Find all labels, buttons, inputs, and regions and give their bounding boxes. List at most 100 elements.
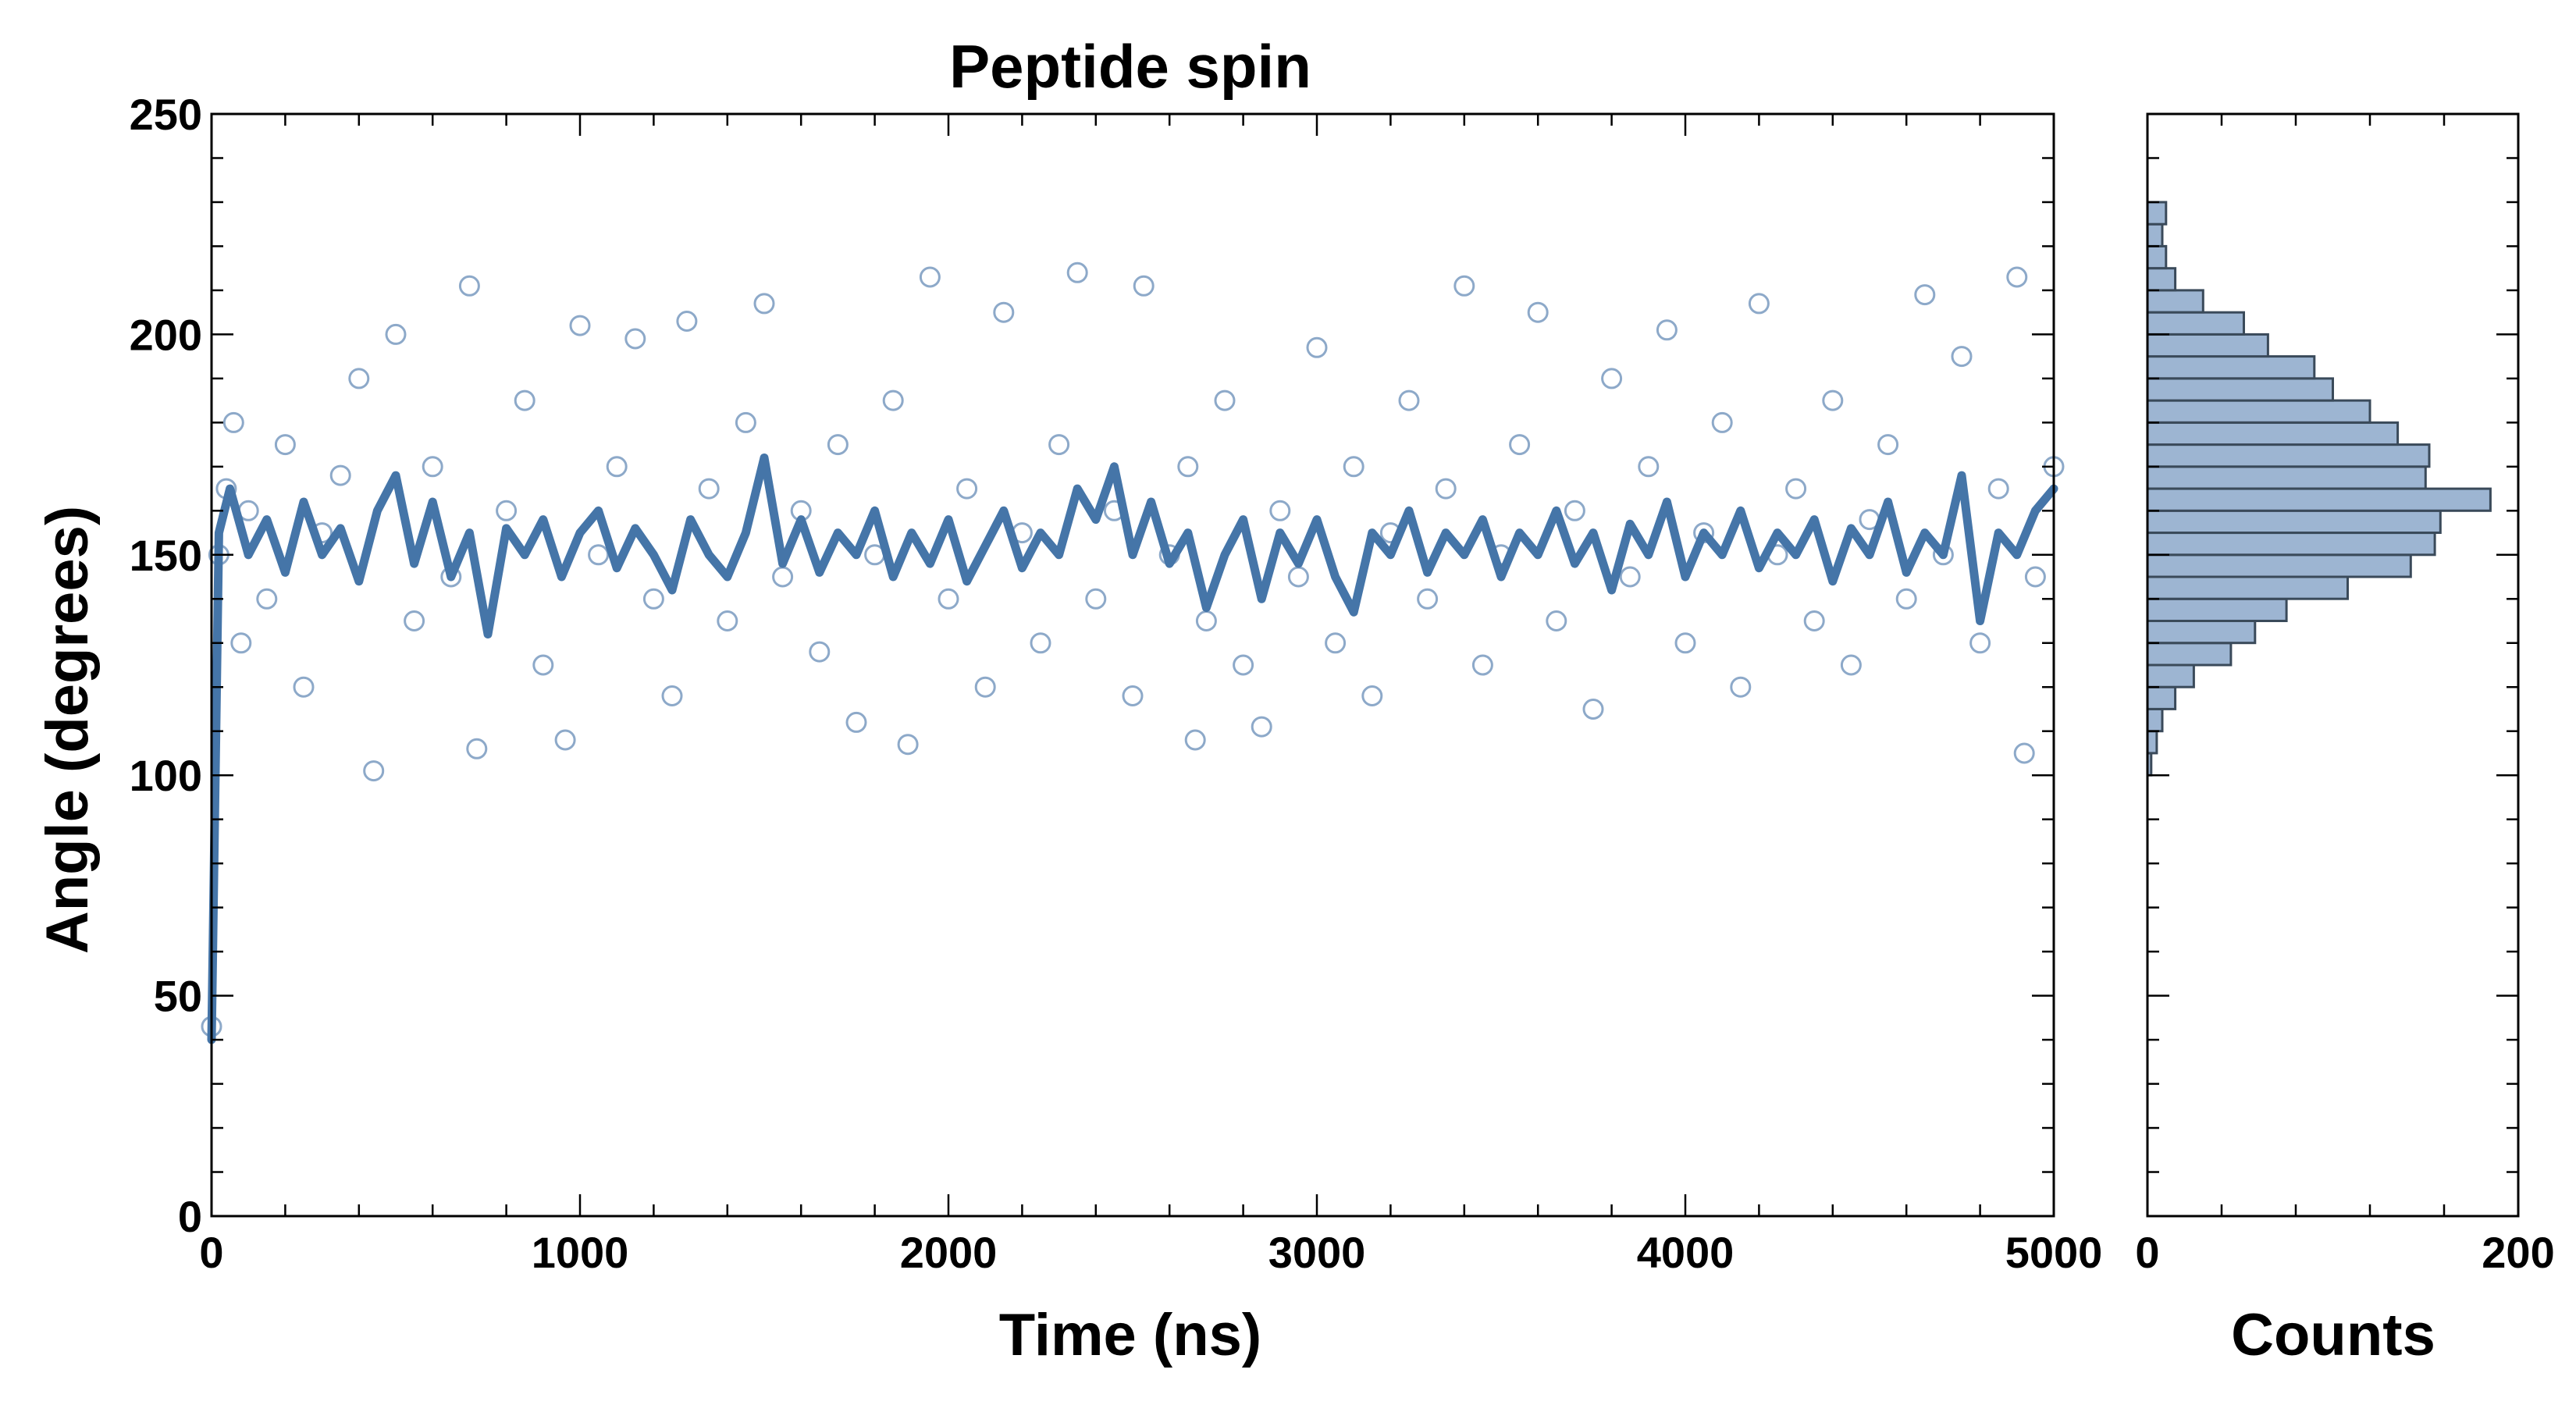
scatter-point bbox=[1822, 389, 1844, 411]
scatter-point bbox=[1177, 456, 1199, 478]
scatter-point bbox=[329, 464, 351, 486]
x-tick-label: 1000 bbox=[532, 1228, 629, 1277]
scatter-point bbox=[293, 676, 315, 698]
x-tick-label: 0 bbox=[199, 1228, 223, 1277]
scatter-point bbox=[974, 676, 996, 698]
histogram-bar bbox=[2146, 311, 2245, 336]
scatter-point bbox=[1085, 588, 1107, 610]
histogram-bar bbox=[2146, 708, 2164, 733]
histogram-frame bbox=[2146, 112, 2520, 1218]
y-tick-label: 200 bbox=[130, 310, 202, 359]
main-scatter-plot: 0 1000 2000 3000 4000 5000 0 50 100 150 200 250 bbox=[130, 90, 2103, 1277]
scatter-point bbox=[1674, 632, 1696, 654]
scatter-point bbox=[676, 311, 698, 332]
histogram-bars bbox=[2146, 201, 2492, 777]
scatter-point bbox=[1509, 434, 1531, 456]
scatter-point bbox=[1987, 478, 2009, 500]
scatter-point bbox=[1785, 478, 1807, 500]
histogram-bar bbox=[2146, 201, 2168, 226]
scatter-point bbox=[1233, 654, 1254, 676]
histogram-bar bbox=[2146, 509, 2442, 534]
scatter-points bbox=[201, 261, 2065, 1037]
scatter-point bbox=[1133, 275, 1155, 297]
histogram-bar bbox=[2146, 642, 2233, 667]
scatter-point bbox=[1840, 654, 1862, 676]
scatter-point bbox=[661, 685, 683, 706]
scatter-point bbox=[514, 389, 535, 411]
scatter-point bbox=[938, 588, 959, 610]
y-tick-labels: 0 50 100 150 200 250 bbox=[130, 90, 202, 1241]
scatter-point bbox=[2013, 742, 2035, 764]
scatter-point bbox=[569, 315, 591, 336]
scatter-point bbox=[1619, 566, 1641, 588]
main-plot-frame bbox=[210, 112, 2055, 1218]
x-tick-label: 4000 bbox=[1637, 1228, 1735, 1277]
histogram-bar bbox=[2146, 620, 2257, 645]
scatter-point bbox=[1895, 588, 1917, 610]
histogram-bar bbox=[2146, 730, 2158, 755]
histogram-bar bbox=[2146, 377, 2334, 402]
scatter-point bbox=[222, 411, 244, 433]
x-axis-label: Time (ns) bbox=[999, 1302, 1261, 1368]
scatter-point bbox=[1546, 610, 1567, 631]
scatter-point bbox=[274, 434, 296, 456]
histogram-bar bbox=[2146, 575, 2349, 600]
y-axis-label: Angle (degrees) bbox=[34, 506, 101, 954]
scatter-point bbox=[1361, 685, 1383, 706]
histogram-bar bbox=[2146, 465, 2427, 490]
histogram-panel: 0 200 bbox=[2135, 112, 2555, 1277]
x-tick-labels: 0 1000 2000 3000 4000 5000 bbox=[199, 1228, 2102, 1277]
histogram-bar bbox=[2146, 399, 2371, 424]
scatter-point bbox=[1969, 632, 1991, 654]
scatter-point bbox=[717, 610, 738, 631]
scatter-point bbox=[606, 456, 628, 478]
histogram-bar bbox=[2146, 685, 2177, 710]
histogram-bar bbox=[2146, 553, 2412, 578]
scatter-point bbox=[1730, 676, 1752, 698]
scatter-point bbox=[1048, 434, 1070, 456]
scatter-point bbox=[1564, 500, 1585, 521]
x-tick-label: 5000 bbox=[2005, 1228, 2103, 1277]
scatter-point bbox=[2024, 566, 2046, 588]
y-tick-label: 100 bbox=[130, 751, 202, 800]
scatter-point bbox=[1914, 284, 1936, 306]
scatter-point bbox=[993, 301, 1015, 323]
hist-x-tick-label: 0 bbox=[2135, 1228, 2159, 1277]
scatter-point bbox=[845, 711, 867, 733]
y-tick-label: 50 bbox=[154, 972, 202, 1021]
scatter-point bbox=[1195, 610, 1217, 631]
scatter-point bbox=[422, 456, 443, 478]
histogram-bar bbox=[2146, 355, 2316, 380]
y-tick-label: 0 bbox=[178, 1192, 202, 1241]
scatter-point bbox=[624, 328, 646, 350]
scatter-point bbox=[1803, 610, 1825, 631]
scatter-point bbox=[1453, 275, 1475, 297]
scatter-point bbox=[363, 760, 385, 782]
scatter-point bbox=[698, 478, 720, 500]
scatter-point bbox=[554, 729, 576, 751]
scatter-point bbox=[1214, 389, 1236, 411]
histogram-x-axis-label: Counts bbox=[2231, 1302, 2435, 1368]
scatter-point bbox=[772, 566, 794, 588]
scatter-point bbox=[1122, 685, 1144, 706]
scatter-point bbox=[1527, 301, 1549, 323]
scatter-point bbox=[458, 275, 480, 297]
histogram-bar bbox=[2146, 222, 2164, 247]
x-tick-label: 2000 bbox=[900, 1228, 998, 1277]
chart-title: Peptide spin bbox=[949, 32, 1311, 101]
scatter-point bbox=[466, 738, 488, 759]
scatter-point bbox=[1711, 411, 1733, 433]
histogram-bar bbox=[2146, 289, 2204, 314]
scatter-point bbox=[588, 544, 610, 566]
scatter-point bbox=[230, 632, 252, 654]
histogram-bar bbox=[2146, 663, 2195, 688]
scatter-point bbox=[1251, 716, 1272, 738]
scatter-point bbox=[897, 734, 919, 756]
scatter-point bbox=[753, 293, 775, 315]
scatter-point bbox=[532, 654, 554, 676]
scatter-point bbox=[2006, 266, 2028, 288]
scatter-point bbox=[1435, 478, 1457, 500]
scatter-point bbox=[385, 323, 407, 345]
scatter-point bbox=[1638, 456, 1660, 478]
scatter-point bbox=[882, 389, 904, 411]
